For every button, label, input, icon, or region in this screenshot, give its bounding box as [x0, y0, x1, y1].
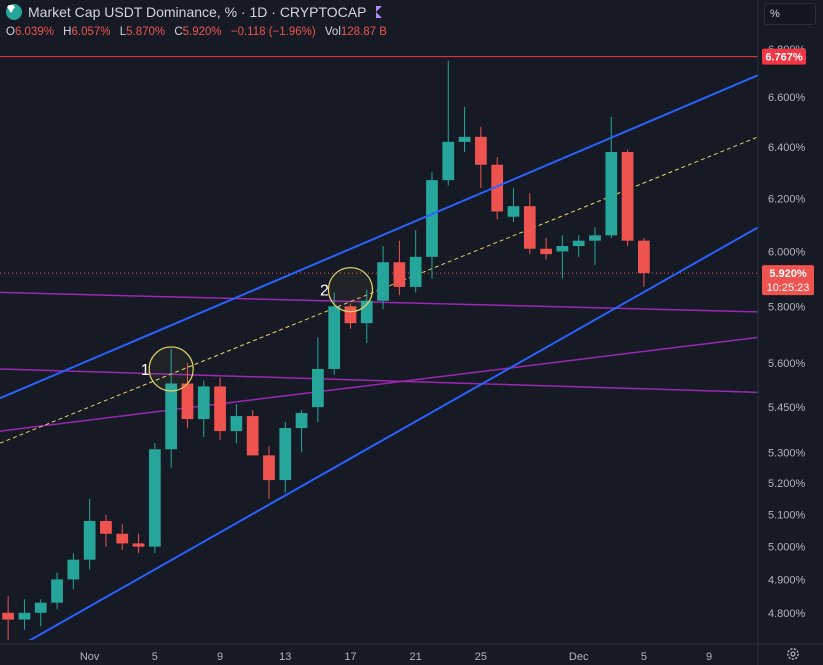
channel-lower-line	[28, 226, 758, 640]
candle-body	[426, 180, 438, 257]
resistance-price-tag	[762, 48, 806, 65]
purple-trendline-lower	[0, 368, 758, 394]
x-tick-label: 9	[706, 651, 712, 663]
candle-body	[230, 416, 243, 432]
y-tick-label: 4.800%	[768, 608, 806, 620]
candle-body	[589, 235, 601, 241]
y-tick-label: 6.400%	[768, 142, 806, 154]
channel-upper-line	[0, 74, 758, 400]
candle-body	[328, 306, 341, 369]
high-key: H	[63, 26, 72, 38]
touch-point-circle	[148, 346, 194, 392]
chart-header: Market Cap USDT Dominance, % · 1D · CRYP…	[6, 4, 383, 20]
volume-key: Vol	[324, 26, 341, 38]
last-price-label: 5.920%	[769, 268, 807, 280]
candle-body	[181, 383, 194, 420]
x-tick-label: 17	[344, 651, 356, 663]
ohlc-legend: O6.039% H6.057% L5.870% C5.920% −0.118 (…	[6, 26, 393, 38]
y-tick-label: 5.200%	[768, 478, 806, 490]
candle-body	[34, 602, 47, 613]
candle-body	[442, 141, 455, 181]
candle-body	[458, 136, 471, 142]
candle-body	[344, 306, 357, 324]
y-tick-label: 5.000%	[768, 542, 806, 554]
candle-body	[197, 386, 210, 420]
candle-body	[295, 413, 308, 429]
y-tick-label: 5.300%	[768, 447, 806, 459]
x-tick-label: 9	[217, 651, 223, 663]
candle-body	[165, 383, 178, 450]
candle-body	[18, 612, 31, 620]
y-tick-label: 5.800%	[768, 301, 806, 313]
x-tick-label: 25	[475, 651, 487, 663]
candle-body	[214, 386, 226, 432]
candle-body	[100, 520, 112, 534]
purple-trendline-upper	[0, 291, 758, 313]
open-key: O	[6, 26, 15, 38]
candle-body	[279, 428, 292, 481]
close-key: C	[174, 26, 183, 38]
candle-body	[605, 151, 618, 236]
candle-body	[409, 256, 422, 287]
candle-body	[312, 368, 324, 408]
x-tick-label: 5	[152, 651, 158, 663]
open-value: 6.039%	[14, 26, 54, 38]
x-tick-label: 13	[279, 651, 291, 663]
high-value: 6.057%	[71, 26, 111, 38]
candle-body	[572, 240, 585, 247]
y-tick-label: 6.000%	[768, 246, 806, 258]
candle-body	[67, 559, 80, 580]
y-tick-label: 4.900%	[768, 574, 806, 586]
gear-icon[interactable]	[786, 647, 800, 661]
candle-body	[540, 248, 552, 255]
candle-body	[51, 579, 63, 603]
touch-point-label: 1	[141, 362, 150, 379]
resistance-price-label: 6.767%	[765, 52, 803, 64]
close-value: 5.920%	[182, 26, 222, 38]
x-tick-label: 21	[410, 651, 422, 663]
candle-body	[360, 300, 373, 324]
y-tick-label: 5.600%	[768, 358, 806, 370]
candle-body	[638, 240, 650, 274]
candle-body	[621, 151, 634, 241]
change-value: −0.118 (−1.96%)	[230, 26, 316, 38]
purple-trendline-rising	[0, 336, 758, 432]
touch-point-label: 2	[320, 283, 329, 300]
bar-countdown-label: 10:25:23	[767, 282, 810, 294]
volume-value: 128.87 B	[340, 26, 387, 38]
touch-point-circle	[327, 267, 374, 313]
candle-body	[132, 543, 145, 547]
x-tick-label: Nov	[80, 651, 100, 663]
y-tick-label: 5.450%	[768, 402, 806, 414]
y-tick-label: 6.600%	[768, 92, 806, 104]
y-tick-label: 5.100%	[768, 510, 806, 522]
candle-body	[377, 262, 389, 301]
candle-body	[116, 533, 129, 544]
candle-body	[507, 206, 520, 217]
candle-body	[523, 206, 536, 249]
candle-body	[556, 246, 569, 252]
tether-logo-icon	[6, 4, 22, 20]
low-value: 5.870%	[126, 26, 166, 38]
candle-body	[246, 416, 259, 456]
x-tick-label: 5	[641, 651, 647, 663]
low-key: L	[119, 26, 127, 38]
candle-body	[475, 136, 487, 165]
candle-body	[83, 520, 96, 560]
y-tick-label: 6.200%	[768, 193, 806, 205]
plot-area: 12	[0, 56, 758, 640]
candle-body	[2, 612, 15, 620]
unit-button[interactable]: %	[764, 3, 816, 25]
last-price-tag	[762, 265, 814, 296]
candle-body	[148, 449, 161, 547]
candle-body	[263, 455, 275, 481]
symbol-title[interactable]: Market Cap USDT Dominance, % · 1D · CRYP…	[28, 4, 367, 20]
flag-icon[interactable]	[376, 6, 383, 18]
candle-body	[393, 262, 406, 287]
x-tick-label: Dec	[569, 651, 589, 663]
candle-body	[491, 164, 504, 212]
